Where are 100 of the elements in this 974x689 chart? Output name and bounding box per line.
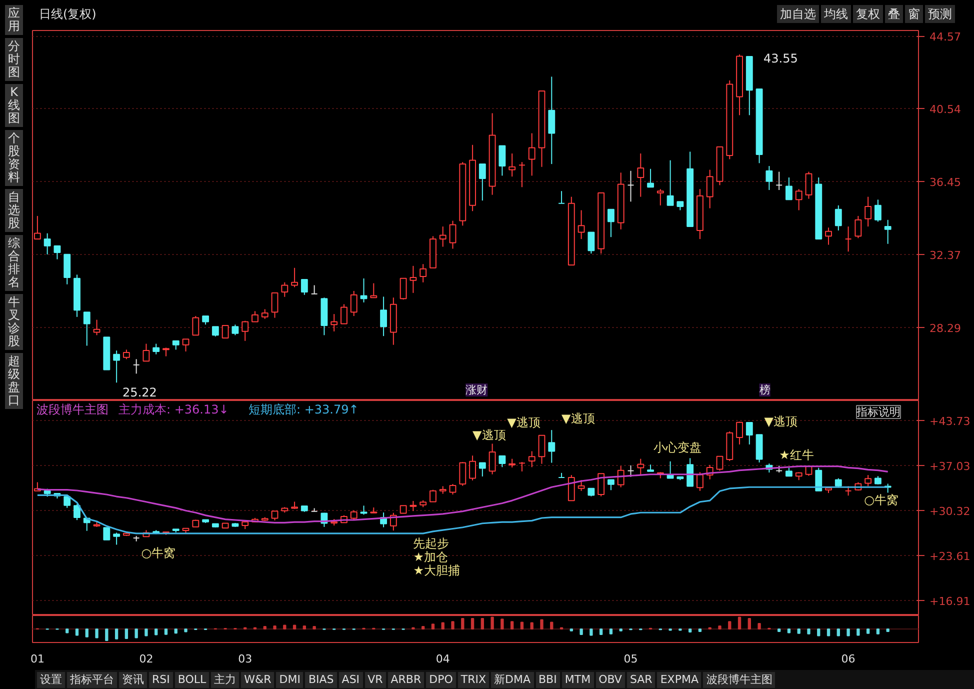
annotation: 43.55 [764, 51, 798, 66]
candlestick [844, 226, 852, 252]
bar [748, 618, 751, 630]
bar [510, 621, 514, 630]
candlestick [54, 245, 61, 260]
candlestick [132, 358, 140, 374]
bar [431, 624, 435, 630]
annotation: ▼逃顶 [507, 416, 540, 430]
candlestick [518, 162, 526, 188]
candlestick [300, 278, 308, 296]
bar [283, 624, 286, 630]
y-tick-label: 36.45 [930, 176, 961, 190]
bar [836, 628, 840, 636]
bar [856, 628, 860, 636]
candlestick [271, 510, 278, 521]
annotation: ★大胆捕 [413, 563, 460, 578]
candlestick [716, 456, 724, 472]
side-tab: 牛叉诊股 [5, 294, 23, 350]
candlestick [340, 304, 348, 324]
y-tick-label: 40.54 [930, 102, 961, 116]
bar [758, 622, 761, 630]
side-tab: 分时图 [5, 38, 23, 81]
tab-button: RSI [149, 672, 173, 688]
candlestick [736, 421, 743, 445]
text: 主力成本: +36.13↓ [118, 402, 229, 416]
candlestick [776, 171, 783, 190]
toolbar-button: 预测 [925, 5, 955, 23]
candlestick [706, 169, 714, 209]
chart-title: 日线(复权) [38, 6, 96, 23]
bar [144, 628, 148, 636]
candlestick [113, 532, 120, 546]
bar [886, 628, 890, 632]
side-tab: 综合排名 [5, 235, 23, 291]
annotation: 25.22 [122, 386, 157, 400]
candlestick [627, 464, 634, 478]
bar [698, 628, 702, 632]
bar [441, 622, 444, 630]
bar [273, 625, 276, 630]
bar [688, 628, 692, 633]
bar [807, 628, 810, 634]
annotation: ★加仓 [413, 550, 448, 564]
candlestick [834, 204, 842, 231]
candlestick [538, 434, 546, 464]
bar [124, 628, 128, 640]
x-tick-label: 03 [238, 652, 252, 666]
candlestick [439, 226, 446, 248]
candlestick [449, 220, 456, 250]
side-tab: 超级盘口 [5, 353, 23, 409]
candlestick [627, 170, 634, 202]
bar [461, 618, 464, 630]
candlestick [874, 199, 882, 222]
bar [590, 628, 593, 636]
candlestick [637, 152, 644, 198]
bar [520, 622, 524, 630]
bar [292, 624, 296, 630]
candlestick [242, 320, 249, 342]
candlestick [113, 350, 120, 384]
x-tick-label: 01 [30, 652, 44, 666]
toolbar-button: 复权 [853, 5, 883, 23]
y-tick-label: 28.29 [930, 322, 961, 336]
tab-button: EXPMA [657, 672, 702, 688]
candlestick [805, 171, 812, 200]
candlestick [608, 479, 614, 491]
bar [876, 628, 880, 634]
candlestick [252, 310, 258, 322]
tab-button: DMI [276, 672, 304, 688]
candlestick [410, 265, 417, 294]
candlestick [64, 254, 71, 285]
toolbar-button: 均线 [821, 5, 851, 23]
candlestick [34, 215, 41, 240]
tab-button: 新DMA [491, 672, 534, 688]
tab-button: 设置 [37, 672, 65, 688]
candlestick [103, 527, 110, 540]
candlestick [686, 458, 694, 487]
candlestick [83, 312, 90, 346]
x-tick-label: 06 [841, 652, 856, 666]
bar [95, 628, 98, 638]
tab-button: SAR [626, 672, 656, 688]
candlestick [598, 473, 605, 497]
candlestick [588, 232, 595, 254]
candlestick [568, 474, 575, 502]
candlestick [449, 484, 456, 496]
tab-button: VR [364, 672, 386, 688]
candlestick [815, 467, 822, 492]
candlestick [844, 486, 852, 496]
bar [718, 625, 722, 630]
bar [134, 628, 138, 638]
candlestick [430, 489, 436, 502]
bar [470, 618, 474, 630]
side-tab: 个股资料 [5, 130, 23, 186]
candlestick [74, 504, 80, 521]
candlestick [488, 443, 496, 475]
bar [174, 628, 178, 634]
candlestick [122, 349, 130, 360]
bar [75, 628, 79, 636]
bar [550, 622, 554, 630]
toolbar-button: 叠 [885, 5, 903, 23]
annotation: ▼逃顶 [562, 412, 595, 426]
candlestick [281, 282, 288, 298]
annotation: 涨财 [466, 384, 488, 396]
